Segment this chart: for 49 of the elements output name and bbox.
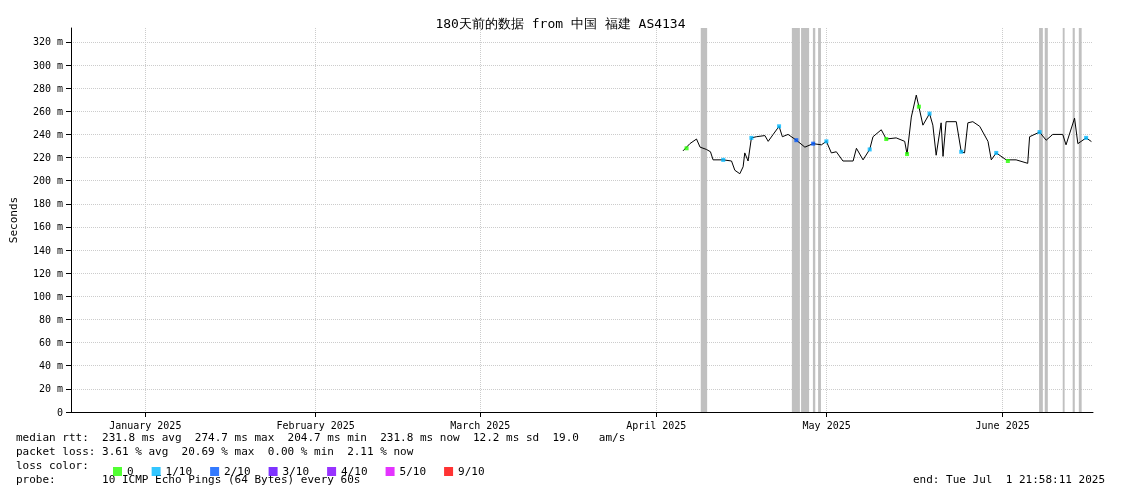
point	[916, 104, 921, 109]
y-tick-label: 280 m	[32, 82, 63, 94]
x-tick-label: June 2025	[975, 419, 1030, 431]
x-tick-label: March 2025	[450, 419, 511, 431]
point	[867, 147, 872, 152]
y-tick-label: 220 m	[32, 152, 63, 164]
text: loss color:	[16, 459, 89, 472]
text: median rtt: 231.8 ms avg 274.7 ms max 204.7 ms min 231.8 ms now 12.2 ms sd 19.0 am/s	[16, 431, 626, 444]
point	[959, 149, 964, 154]
point	[927, 111, 932, 116]
text: packet loss: 3.61 % avg 20.69 % max 0.00 % min 2.11 % now	[16, 445, 414, 458]
point	[905, 152, 910, 157]
legend-label: 5/10	[399, 465, 427, 478]
point	[794, 138, 799, 143]
point	[994, 150, 999, 155]
y-tick-label: 80 m	[38, 313, 63, 325]
line-series	[682, 94, 1092, 175]
y-tick-label: 180 m	[32, 198, 63, 210]
point	[824, 139, 829, 144]
point	[684, 146, 689, 151]
x-tick-label: April 2025	[626, 419, 687, 431]
y-tick-label: 160 m	[32, 221, 63, 233]
y-tick-label: 320 m	[32, 36, 63, 48]
point	[1005, 159, 1010, 164]
point	[884, 137, 889, 142]
y-tick-label: 200 m	[32, 175, 63, 187]
y-tick-label: 260 m	[32, 105, 63, 117]
y-tick-label: 140 m	[32, 244, 63, 256]
point	[721, 157, 726, 162]
point	[1084, 135, 1089, 140]
point	[749, 135, 754, 140]
text: end: Tue Jul 1 21:58:11 2025	[912, 473, 1106, 486]
y-axis-title: Seconds	[7, 196, 20, 244]
x-tick-label: February 2025	[276, 419, 355, 431]
y-tick-label: 120 m	[32, 267, 63, 279]
y-tick-label: 20 m	[38, 383, 63, 395]
point	[811, 141, 816, 146]
y-tick-label: 60 m	[38, 337, 63, 349]
x-tick-label: May 2025	[802, 419, 851, 431]
y-tick-label: 0	[56, 406, 63, 418]
y-tick-label: 100 m	[32, 290, 63, 302]
chart-title: 180天前的数据 from 中国 福建 AS4134	[435, 16, 686, 31]
y-tick-label: 40 m	[38, 360, 63, 372]
x-tick-label: January 2025	[109, 419, 182, 431]
y-tick-label: 300 m	[32, 59, 63, 71]
point	[1037, 130, 1042, 135]
point	[777, 124, 782, 129]
legend-label: 9/10	[458, 465, 485, 478]
y-tick-label: 240 m	[32, 128, 63, 140]
